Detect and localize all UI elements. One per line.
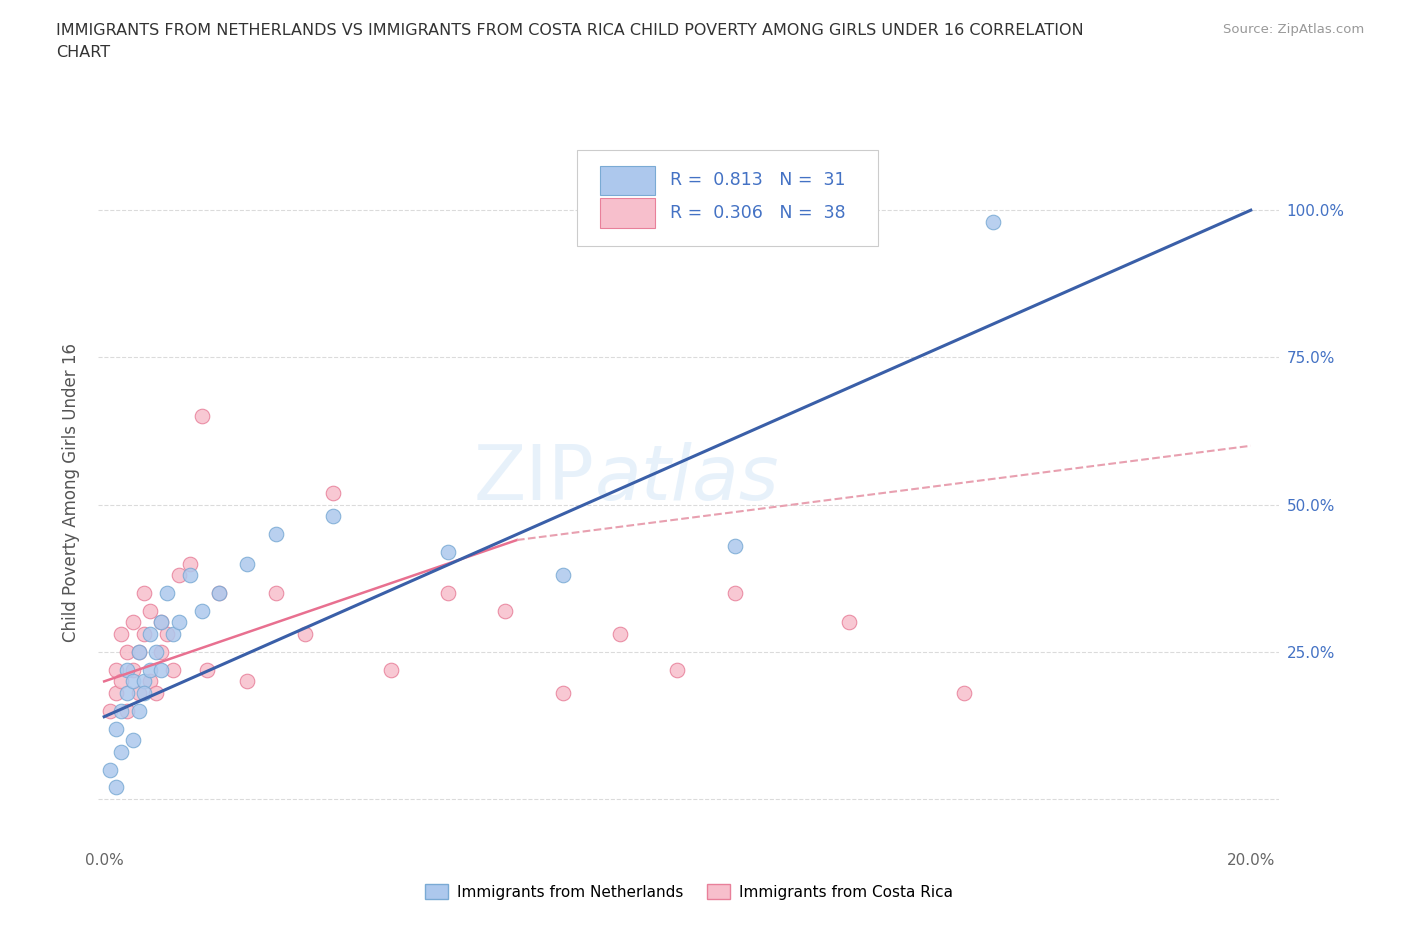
FancyBboxPatch shape — [600, 198, 655, 228]
Point — [167, 615, 190, 630]
Point — [495, 604, 517, 618]
Text: Source: ZipAtlas.com: Source: ZipAtlas.com — [1223, 23, 1364, 36]
Point — [190, 604, 212, 618]
Point — [264, 526, 287, 541]
Point — [121, 662, 143, 677]
Point — [179, 556, 201, 571]
Text: CHART: CHART — [56, 45, 110, 60]
FancyBboxPatch shape — [600, 166, 655, 195]
Point — [110, 703, 132, 718]
Point — [190, 409, 212, 424]
Point — [134, 586, 156, 601]
Point — [236, 556, 259, 571]
Point — [150, 644, 173, 659]
Point — [121, 674, 143, 689]
Point — [115, 662, 138, 677]
FancyBboxPatch shape — [576, 150, 877, 246]
Point — [150, 615, 173, 630]
Point — [724, 586, 747, 601]
Y-axis label: Child Poverty Among Girls Under 16: Child Poverty Among Girls Under 16 — [62, 343, 80, 643]
Point — [104, 662, 127, 677]
Text: R =  0.813   N =  31: R = 0.813 N = 31 — [671, 171, 845, 190]
Legend: Immigrants from Netherlands, Immigrants from Costa Rica: Immigrants from Netherlands, Immigrants … — [419, 878, 959, 906]
Point — [110, 627, 132, 642]
Point — [208, 586, 231, 601]
Point — [724, 538, 747, 553]
Text: R =  0.306   N =  38: R = 0.306 N = 38 — [671, 204, 845, 222]
Point — [195, 662, 218, 677]
Point — [98, 703, 121, 718]
Text: IMMIGRANTS FROM NETHERLANDS VS IMMIGRANTS FROM COSTA RICA CHILD POVERTY AMONG GI: IMMIGRANTS FROM NETHERLANDS VS IMMIGRANT… — [56, 23, 1084, 38]
Point — [838, 615, 860, 630]
Point — [150, 662, 173, 677]
Point — [156, 586, 179, 601]
Point — [380, 662, 402, 677]
Point — [128, 644, 150, 659]
Text: ZIP: ZIP — [474, 442, 595, 516]
Point — [110, 674, 132, 689]
Point — [264, 586, 287, 601]
Point — [139, 604, 162, 618]
Point — [322, 509, 344, 524]
Point — [104, 780, 127, 795]
Point — [437, 544, 460, 559]
Point — [145, 685, 167, 700]
Point — [104, 721, 127, 736]
Point — [551, 685, 574, 700]
Point — [139, 674, 162, 689]
Point — [121, 615, 143, 630]
Point — [128, 685, 150, 700]
Point — [98, 763, 121, 777]
Point — [551, 568, 574, 583]
Point — [167, 568, 190, 583]
Point — [609, 627, 631, 642]
Point — [115, 703, 138, 718]
Point — [322, 485, 344, 500]
Point — [953, 685, 976, 700]
Point — [145, 644, 167, 659]
Point — [150, 615, 173, 630]
Point — [115, 685, 138, 700]
Point — [236, 674, 259, 689]
Point — [666, 662, 689, 677]
Point — [134, 685, 156, 700]
Point — [162, 627, 184, 642]
Point — [128, 644, 150, 659]
Point — [139, 662, 162, 677]
Point — [208, 586, 231, 601]
Point — [981, 215, 1004, 230]
Point — [128, 703, 150, 718]
Point — [179, 568, 201, 583]
Point — [294, 627, 316, 642]
Point — [104, 685, 127, 700]
Point — [134, 674, 156, 689]
Point — [134, 627, 156, 642]
Point — [156, 627, 179, 642]
Point — [115, 644, 138, 659]
Point — [121, 733, 143, 748]
Point — [437, 586, 460, 601]
Point — [162, 662, 184, 677]
Point — [110, 745, 132, 760]
Text: atlas: atlas — [595, 442, 779, 516]
Point — [139, 627, 162, 642]
